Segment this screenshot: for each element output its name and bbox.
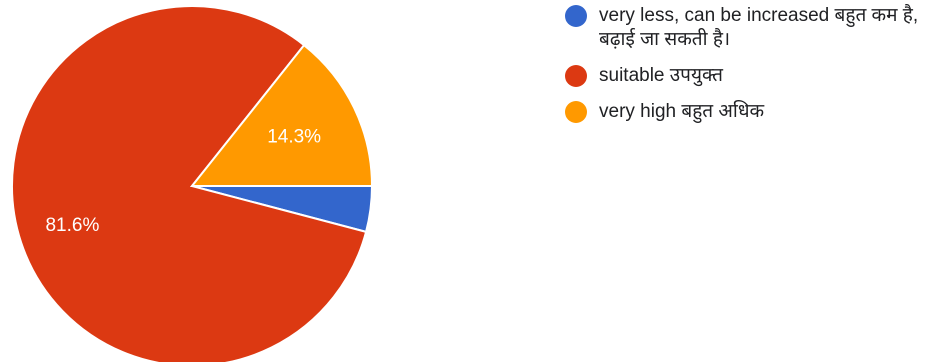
legend-label-very-high: very high बहुत अधिक: [599, 101, 765, 122]
pie-slice-suitable[interactable]: [11, 5, 368, 362]
legend-swatch-very-high: [565, 101, 587, 123]
legend-label-suitable: suitable उपयुक्त: [599, 65, 724, 86]
pie-slice-very-high[interactable]: [189, 43, 374, 187]
slice-label-very-high: 14.3%: [267, 126, 321, 147]
legend-item-suitable[interactable]: suitable उपयुक्त: [565, 64, 945, 88]
legend-item-very-high[interactable]: very high बहुत अधिक: [565, 100, 945, 124]
legend-swatch-very-less: [565, 5, 587, 27]
legend-swatch-suitable: [565, 65, 587, 87]
legend-label-very-less: very less, can be increased बहुत कम है, …: [599, 5, 919, 50]
legend-item-very-less[interactable]: very less, can be increased बहुत कम है, …: [565, 4, 945, 52]
slice-label-suitable: 81.6%: [45, 215, 99, 236]
legend: very less, can be increased बहुत कम है, …: [565, 4, 945, 136]
pie-chart: 81.6% 14.3%: [11, 5, 374, 362]
